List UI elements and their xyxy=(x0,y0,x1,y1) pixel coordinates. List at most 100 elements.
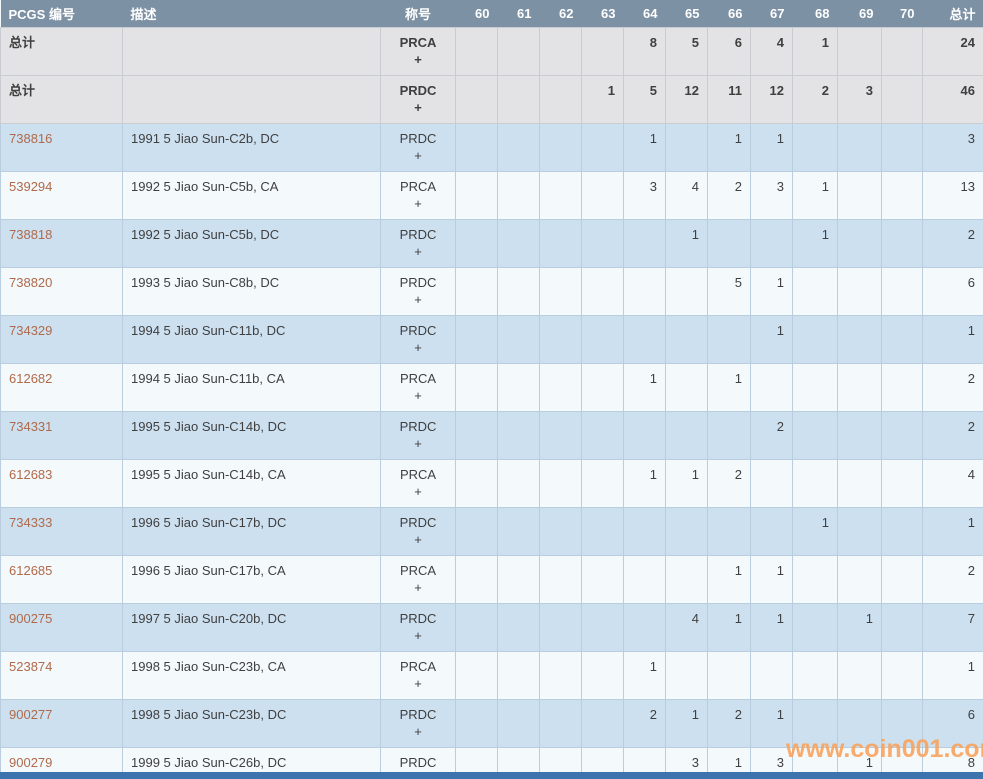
pcgs-number-cell: 612683 xyxy=(0,459,123,508)
designation-label: PRCA xyxy=(399,179,437,194)
grade-cell-60 xyxy=(455,363,498,412)
grade-cell-67: 1 xyxy=(750,267,793,316)
grade-cell-66: 1 xyxy=(707,363,751,412)
row-total-cell: 13 xyxy=(922,171,983,220)
pcgs-number-link[interactable]: 539294 xyxy=(9,179,53,194)
grade-cell-64 xyxy=(623,267,666,316)
pcgs-number-link[interactable]: 734333 xyxy=(9,515,53,530)
designation-plus: + xyxy=(414,100,422,115)
pcgs-number-link[interactable]: 612683 xyxy=(9,467,53,482)
table-row: 900275 1997 5 Jiao Sun-C20b, DC PRDC +4 1 1 1 7 xyxy=(0,603,983,652)
grade-cell-66 xyxy=(707,651,751,700)
grade-cell-65: 1 xyxy=(665,699,708,748)
grade-cell-66 xyxy=(707,219,751,268)
grade-cell-60 xyxy=(455,123,498,172)
column-header-grade-65: 65 xyxy=(665,0,708,28)
grade-cell-61 xyxy=(497,267,540,316)
grade-cell-61 xyxy=(497,699,540,748)
grade-cell-63: 1 xyxy=(581,75,624,124)
designation-plus: + xyxy=(414,52,422,67)
table-row: 612683 1995 5 Jiao Sun-C14b, CA PRCA +1 1 2 4 xyxy=(0,459,983,508)
pcgs-number-link[interactable]: 738820 xyxy=(9,275,53,290)
designation-label: PRDC xyxy=(399,227,437,242)
column-header-grade-68: 68 xyxy=(792,0,838,28)
table-row: 738820 1993 5 Jiao Sun-C8b, DC PRDC +5 1 6 xyxy=(0,267,983,316)
designation-label: PRDC xyxy=(399,323,437,338)
grade-cell-66: 5 xyxy=(707,267,751,316)
grade-cell-70 xyxy=(881,27,923,76)
column-header-grade-67: 67 xyxy=(750,0,793,28)
pcgs-number-link[interactable]: 734331 xyxy=(9,419,53,434)
grade-cell-60 xyxy=(455,411,498,460)
pcgs-number-cell: 738818 xyxy=(0,219,123,268)
grade-cell-69 xyxy=(837,651,882,700)
designation-cell: PRDC + xyxy=(380,507,456,556)
row-total-cell: 2 xyxy=(922,555,983,604)
grade-cell-64 xyxy=(623,411,666,460)
description-cell: 1996 5 Jiao Sun-C17b, CA xyxy=(122,555,381,604)
grade-cell-60 xyxy=(455,219,498,268)
grade-cell-65: 1 xyxy=(665,219,708,268)
pcgs-number-link[interactable]: 734329 xyxy=(9,323,53,338)
grade-cell-70 xyxy=(881,555,923,604)
pcgs-number-link[interactable]: 900279 xyxy=(9,755,53,770)
grade-cell-67: 2 xyxy=(750,411,793,460)
grade-cell-61 xyxy=(497,507,540,556)
grade-cell-62 xyxy=(539,699,582,748)
grade-cell-66: 1 xyxy=(707,603,751,652)
grade-cell-63 xyxy=(581,27,624,76)
grade-cell-64: 1 xyxy=(623,459,666,508)
grade-cell-61 xyxy=(497,555,540,604)
designation-label: PRCA xyxy=(399,563,437,578)
grade-cell-65 xyxy=(665,651,708,700)
designation-label: PRDC xyxy=(399,611,437,626)
grade-cell-68 xyxy=(792,651,838,700)
pcgs-number-link[interactable]: 738818 xyxy=(9,227,53,242)
pcgs-number-link[interactable]: 612682 xyxy=(9,371,53,386)
designation-plus: + xyxy=(414,196,422,211)
grade-cell-70 xyxy=(881,123,923,172)
pcgs-number-cell: 734333 xyxy=(0,507,123,556)
designation-label: PRDC xyxy=(399,707,437,722)
grade-cell-62 xyxy=(539,171,582,220)
grade-cell-67: 1 xyxy=(750,555,793,604)
grade-cell-67 xyxy=(750,363,793,412)
grade-cell-64: 1 xyxy=(623,651,666,700)
designation-cell: PRDC + xyxy=(380,699,456,748)
grade-cell-69 xyxy=(837,699,882,748)
description-cell: 1996 5 Jiao Sun-C17b, DC xyxy=(122,507,381,556)
description-cell: 1994 5 Jiao Sun-C11b, CA xyxy=(122,363,381,412)
designation-cell: PRCA + xyxy=(380,459,456,508)
grade-cell-60 xyxy=(455,171,498,220)
pcgs-number-link[interactable]: 612685 xyxy=(9,563,53,578)
designation-plus: + xyxy=(414,244,422,259)
grade-cell-60 xyxy=(455,459,498,508)
grade-cell-65: 1 xyxy=(665,459,708,508)
pcgs-number-cell: 523874 xyxy=(0,651,123,700)
description-cell: 1998 5 Jiao Sun-C23b, DC xyxy=(122,699,381,748)
grade-cell-67: 1 xyxy=(750,315,793,364)
designation-plus: + xyxy=(414,724,422,739)
grade-cell-67: 1 xyxy=(750,699,793,748)
grade-cell-63 xyxy=(581,603,624,652)
pcgs-number-link[interactable]: 738816 xyxy=(9,131,53,146)
grade-cell-68 xyxy=(792,315,838,364)
pcgs-number-cell: 900279 xyxy=(0,747,123,779)
grade-cell-65: 4 xyxy=(665,171,708,220)
pcgs-number-link[interactable]: 523874 xyxy=(9,659,53,674)
grade-cell-66: 6 xyxy=(707,27,751,76)
pcgs-number-link[interactable]: 900277 xyxy=(9,707,53,722)
totals-label-cell: 总计 xyxy=(0,27,123,76)
grade-cell-62 xyxy=(539,219,582,268)
designation-plus: + xyxy=(414,148,422,163)
grade-cell-65: 4 xyxy=(665,603,708,652)
grade-cell-61 xyxy=(497,75,540,124)
grade-cell-61 xyxy=(497,651,540,700)
pcgs-number-cell: 738820 xyxy=(0,267,123,316)
grade-cell-69 xyxy=(837,459,882,508)
grade-cell-61 xyxy=(497,27,540,76)
grade-cell-66: 2 xyxy=(707,459,751,508)
pcgs-number-link[interactable]: 900275 xyxy=(9,611,53,626)
grade-cell-69 xyxy=(837,411,882,460)
